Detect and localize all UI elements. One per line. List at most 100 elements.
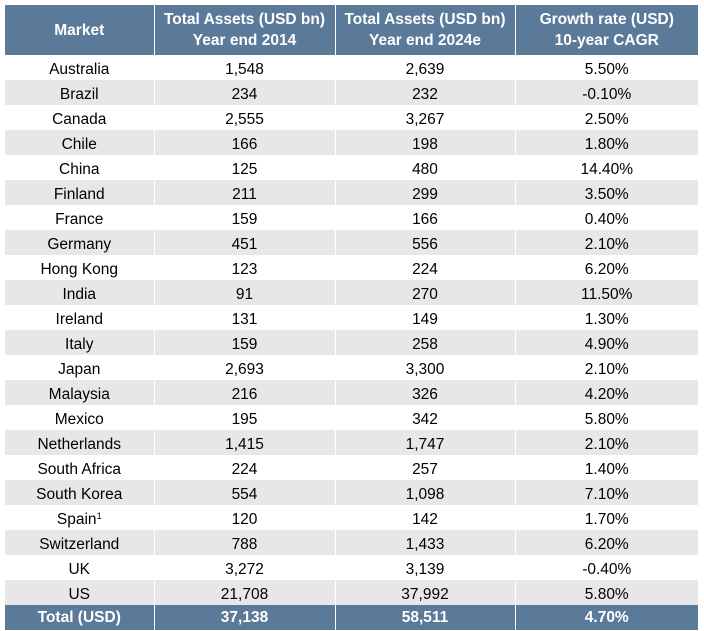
cagr-cell: 7.10% xyxy=(514,480,698,505)
market-cell: Finland xyxy=(5,180,154,205)
market-name: Japan xyxy=(58,361,101,378)
table-row: India 91 270 11.50% xyxy=(5,280,698,305)
table-row: France 159 166 0.40% xyxy=(5,205,698,230)
header-row: Market Total Assets (USD bn) Year end 20… xyxy=(5,5,698,55)
table-row: Italy 159 258 4.90% xyxy=(5,330,698,355)
market-name: Australia xyxy=(49,61,110,78)
market-cell: Chile xyxy=(5,130,154,155)
assets-2014-cell: 159 xyxy=(153,205,335,230)
market-name: China xyxy=(59,161,100,178)
pension-assets-table-wrapper: Market Total Assets (USD bn) Year end 20… xyxy=(5,5,698,630)
market-cell: Brazil xyxy=(5,80,154,105)
cagr-cell: 1.70% xyxy=(514,505,698,530)
table-footer: Total (USD) 37,138 58,511 4.70% xyxy=(5,605,698,630)
market-name: South Africa xyxy=(37,461,122,478)
table-row: Ireland 131 149 1.30% xyxy=(5,305,698,330)
table-row: US 21,708 37,992 5.80% xyxy=(5,580,698,605)
header-assets-2024-line1: Total Assets (USD bn) xyxy=(344,11,506,28)
market-cell: China xyxy=(5,155,154,180)
market-name: South Korea xyxy=(36,486,123,503)
table-body: Australia 1,548 2,639 5.50% Brazil 234 232 -0.1… xyxy=(5,55,698,605)
assets-2024-cell: 1,433 xyxy=(334,530,515,555)
table-row: Australia 1,548 2,639 5.50% xyxy=(5,55,698,80)
cagr-cell: 1.30% xyxy=(514,305,698,330)
market-name: Brazil xyxy=(59,86,99,103)
cagr-cell: 2.10% xyxy=(514,430,698,455)
market-name: Canada xyxy=(52,111,107,128)
cagr-cell: 6.20% xyxy=(514,530,698,555)
assets-2024-cell: 198 xyxy=(334,130,515,155)
market-name: Netherlands xyxy=(37,436,122,453)
pension-assets-table: Market Total Assets (USD bn) Year end 20… xyxy=(5,5,698,630)
assets-2024-cell: 342 xyxy=(334,405,515,430)
table-header: Market Total Assets (USD bn) Year end 20… xyxy=(5,5,698,55)
market-name: France xyxy=(55,211,104,228)
assets-2014-cell: 21,708 xyxy=(153,580,335,605)
table-row: Spain1 120 142 1.70% xyxy=(5,505,698,530)
assets-2014-cell: 159 xyxy=(153,330,335,355)
assets-2014-cell: 91 xyxy=(153,280,335,305)
assets-2024-cell: 257 xyxy=(334,455,515,480)
assets-2014-cell: 120 xyxy=(153,505,335,530)
market-cell: Spain1 xyxy=(5,505,154,530)
market-name: Hong Kong xyxy=(40,261,119,278)
market-cell: Hong Kong xyxy=(5,255,154,280)
table-row: UK 3,272 3,139 -0.40% xyxy=(5,555,698,580)
assets-2014-cell: 788 xyxy=(153,530,335,555)
assets-2014-cell: 2,693 xyxy=(153,355,335,380)
market-name: Spain xyxy=(56,511,97,528)
market-cell: South Korea xyxy=(5,480,154,505)
table-row: Finland 211 299 3.50% xyxy=(5,180,698,205)
cagr-cell: 5.80% xyxy=(514,580,698,605)
assets-2024-cell: 3,300 xyxy=(334,355,515,380)
cagr-cell: 2.10% xyxy=(514,230,698,255)
assets-2014-cell: 3,272 xyxy=(153,555,335,580)
header-market-label: Market xyxy=(54,21,105,39)
table-row: Germany 451 556 2.10% xyxy=(5,230,698,255)
table-row: Chile 166 198 1.80% xyxy=(5,130,698,155)
table-row: Japan 2,693 3,300 2.10% xyxy=(5,355,698,380)
cagr-cell: 2.50% xyxy=(514,105,698,130)
cagr-cell: 4.20% xyxy=(514,380,698,405)
cagr-cell: -0.10% xyxy=(514,80,698,105)
market-cell: Canada xyxy=(5,105,154,130)
market-name: UK xyxy=(68,561,91,578)
assets-2014-cell: 166 xyxy=(153,130,335,155)
assets-2024-cell: 258 xyxy=(334,330,515,355)
assets-2014-cell: 125 xyxy=(153,155,335,180)
cagr-cell: 4.90% xyxy=(514,330,698,355)
assets-2014-cell: 195 xyxy=(153,405,335,430)
total-assets-2024: 58,511 xyxy=(334,605,515,630)
market-cell: India xyxy=(5,280,154,305)
assets-2014-cell: 554 xyxy=(153,480,335,505)
market-name: Ireland xyxy=(55,311,103,328)
cagr-cell: -0.40% xyxy=(514,555,698,580)
assets-2014-cell: 216 xyxy=(153,380,335,405)
header-assets-2024-line2: Year end 2024e xyxy=(368,32,482,49)
assets-2024-cell: 480 xyxy=(334,155,515,180)
assets-2024-cell: 2,639 xyxy=(334,55,515,80)
table-row: Malaysia 216 326 4.20% xyxy=(5,380,698,405)
assets-2024-cell: 37,992 xyxy=(334,580,515,605)
market-name: India xyxy=(62,286,97,303)
assets-2014-cell: 123 xyxy=(153,255,335,280)
cagr-cell: 1.80% xyxy=(514,130,698,155)
total-row: Total (USD) 37,138 58,511 4.70% xyxy=(5,605,698,630)
market-cell: Switzerland xyxy=(5,530,154,555)
header-growth-rate: Growth rate (USD) 10-year CAGR xyxy=(514,5,698,55)
assets-2014-cell: 211 xyxy=(153,180,335,205)
assets-2014-cell: 2,555 xyxy=(153,105,335,130)
market-name: Finland xyxy=(53,186,105,203)
market-cell: Australia xyxy=(5,55,154,80)
market-name: Germany xyxy=(47,236,112,253)
market-cell: South Africa xyxy=(5,455,154,480)
table-row: Canada 2,555 3,267 2.50% xyxy=(5,105,698,130)
assets-2024-cell: 326 xyxy=(334,380,515,405)
market-name: US xyxy=(68,586,91,603)
market-cell: UK xyxy=(5,555,154,580)
table-row: Mexico 195 342 5.80% xyxy=(5,405,698,430)
table-row: Hong Kong 123 224 6.20% xyxy=(5,255,698,280)
assets-2024-cell: 299 xyxy=(334,180,515,205)
cagr-cell: 6.20% xyxy=(514,255,698,280)
market-name: Switzerland xyxy=(39,536,120,553)
